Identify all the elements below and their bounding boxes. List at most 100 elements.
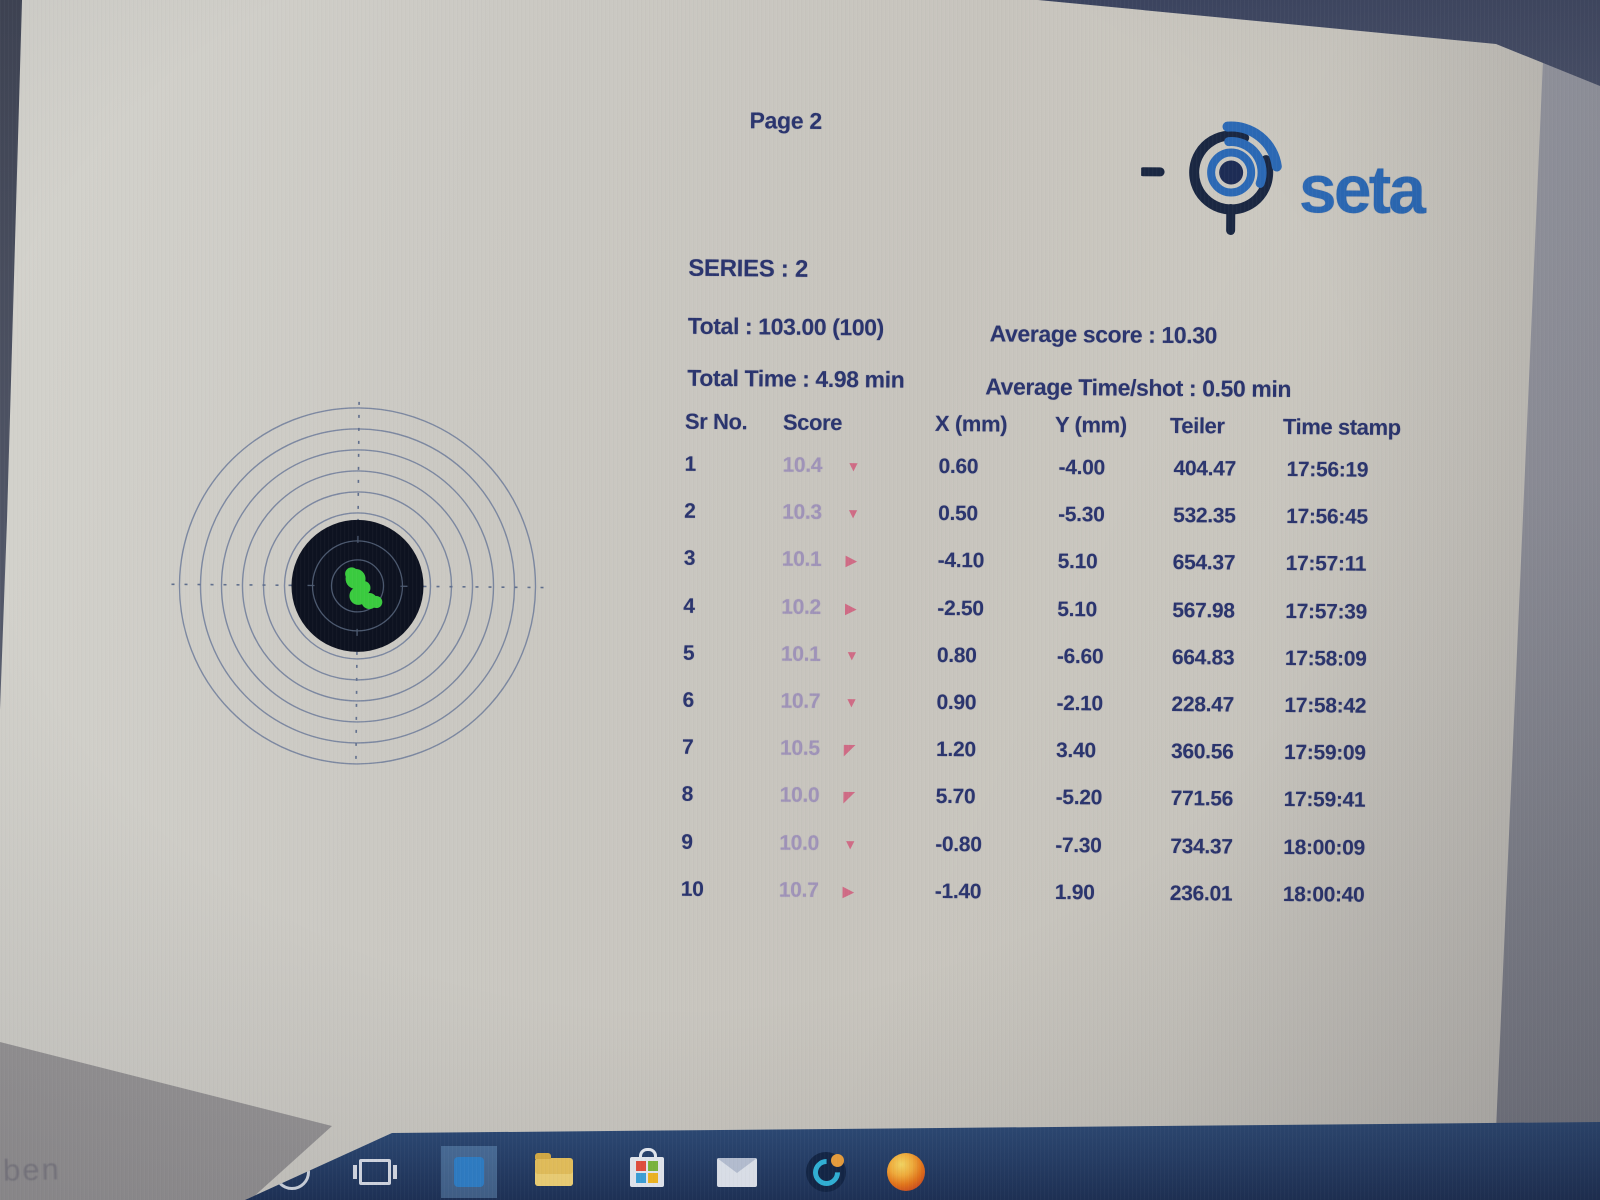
shot-direction-arrow-icon: ▶	[845, 600, 856, 617]
cell-score: 10.3	[782, 500, 822, 524]
task-view-icon	[353, 1159, 397, 1185]
firefox-icon	[887, 1153, 925, 1191]
store-grid-glyph	[636, 1161, 658, 1183]
header-spacer	[843, 410, 935, 437]
page-number-label: Page 2	[749, 107, 823, 134]
cell-y: -5.30	[1058, 503, 1105, 527]
cell-sr: 7	[682, 735, 694, 759]
microsoft-store-button[interactable]	[619, 1146, 675, 1198]
cell-score: 10.1	[781, 547, 822, 571]
cell-score: 10.2	[781, 595, 822, 619]
shot-direction-arrow-icon: ◤	[843, 788, 855, 805]
task-view-button[interactable]	[347, 1146, 403, 1198]
cell-time: 18:00:09	[1283, 835, 1366, 860]
microsoft-store-icon	[630, 1148, 664, 1187]
active-app-button[interactable]	[441, 1146, 497, 1198]
table-header: Sr No. Score X (mm) Y (mm) Teiler Time s…	[685, 409, 1431, 442]
cell-time: 17:56:19	[1286, 457, 1369, 482]
windows-taskbar	[245, 1122, 1600, 1200]
cell-y: 1.90	[1054, 880, 1095, 905]
cell-teiler: 404.47	[1173, 457, 1237, 481]
cell-y: 5.10	[1057, 550, 1098, 574]
mail-button[interactable]	[709, 1146, 765, 1198]
header-teiler: Teiler	[1169, 412, 1225, 439]
active-app-icon	[454, 1157, 484, 1187]
cell-time: 17:58:09	[1284, 646, 1367, 671]
shot-target-image	[171, 401, 544, 768]
shot-direction-arrow-icon: ▼	[846, 505, 860, 522]
shot-direction-arrow-icon: ▼	[844, 694, 859, 711]
cell-x: 0.60	[938, 454, 979, 479]
cell-sr: 5	[682, 641, 695, 665]
cell-sr: 4	[683, 594, 695, 618]
header-score: Score	[782, 409, 843, 436]
cell-score: 10.0	[779, 783, 820, 807]
cell-y: 3.40	[1055, 738, 1096, 763]
total-time: Total Time : 4.98 min	[687, 364, 905, 393]
cell-time: 17:58:42	[1284, 693, 1367, 718]
cell-y: -7.30	[1055, 833, 1102, 858]
circular-app-button[interactable]	[798, 1146, 854, 1198]
average-score: Average score : 10.30	[989, 320, 1218, 349]
average-time-per-shot: Average Time/shot : 0.50 min	[985, 373, 1292, 403]
cell-x: 1.20	[935, 737, 976, 762]
cell-teiler: 654.37	[1172, 551, 1236, 575]
shot-group	[345, 567, 383, 609]
shot-direction-arrow-icon: ▶	[842, 883, 854, 900]
cell-y: -6.60	[1056, 645, 1104, 669]
firefox-button[interactable]	[878, 1146, 934, 1198]
cell-score: 10.1	[780, 642, 821, 666]
cell-teiler: 532.35	[1173, 504, 1236, 528]
table-row: 8 10.0 ◤ 5.70 -5.20 771.56 17:59:41	[682, 783, 1428, 814]
cell-teiler: 236.01	[1169, 881, 1233, 906]
target-reticle-icon	[1140, 121, 1282, 236]
cell-sr: 10	[680, 877, 704, 901]
cell-time: 17:57:11	[1285, 551, 1367, 576]
cell-x: 5.70	[935, 784, 976, 809]
shot-direction-arrow-icon: ▼	[843, 836, 857, 853]
cell-y: 5.10	[1057, 598, 1098, 622]
series-label: SERIES : 2	[688, 254, 809, 283]
cell-time: 17:56:45	[1286, 504, 1368, 529]
cell-teiler: 228.47	[1171, 693, 1235, 717]
table-row: 5 10.1 ▼ 0.80 -6.60 664.83 17:58:09	[683, 642, 1429, 673]
cell-score: 10.7	[778, 878, 819, 902]
cell-x: 0.50	[938, 501, 978, 526]
table-row: 1 10.4 ▼ 0.60 -4.00 404.47 17:56:19	[684, 453, 1430, 484]
cell-sr: 8	[681, 782, 694, 806]
cell-y: -5.20	[1055, 785, 1103, 810]
cell-x: 0.90	[936, 690, 977, 715]
table-row: 2 10.3 ▼ 0.50 -5.30 532.35 17:56:45	[684, 500, 1430, 531]
shot-direction-arrow-icon: ▼	[844, 647, 859, 664]
total-score: Total : 103.00 (100)	[687, 312, 884, 341]
table-row: 7 10.5 ◤ 1.20 3.40 360.56 17:59:09	[682, 736, 1428, 767]
table-row: 10 10.7 ▶ -1.40 1.90 236.01 18:00:40	[681, 878, 1427, 909]
shot-direction-arrow-icon: ◤	[844, 741, 855, 758]
shot-direction-arrow-icon: ▼	[846, 458, 861, 475]
cell-time: 17:57:39	[1285, 599, 1368, 624]
header-sr-no: Sr No.	[684, 408, 748, 435]
seta-logo: seta	[1140, 121, 1428, 236]
cell-score: 10.4	[782, 453, 823, 477]
shot-direction-arrow-icon: ▶	[845, 552, 857, 569]
cell-x: -0.80	[935, 832, 982, 857]
cell-teiler: 360.56	[1170, 740, 1234, 764]
cell-x: 0.80	[936, 643, 977, 668]
cell-sr: 1	[684, 452, 697, 476]
cell-time: 17:59:41	[1283, 787, 1366, 812]
cell-teiler: 664.83	[1171, 646, 1235, 670]
logo-wordmark: seta	[1299, 151, 1428, 228]
bull-inner-rings	[307, 535, 408, 636]
table-row: 3 10.1 ▶ -4.10 5.10 654.37 17:57:11	[684, 547, 1430, 578]
circular-app-icon	[806, 1152, 846, 1192]
cell-x: -2.50	[937, 596, 984, 621]
cell-y: -2.10	[1056, 691, 1103, 716]
cell-sr: 2	[684, 499, 696, 523]
cell-teiler: 734.37	[1170, 834, 1233, 859]
file-explorer-button[interactable]	[526, 1146, 582, 1198]
table-row: 9 10.0 ▼ -0.80 -7.30 734.37 18:00:09	[681, 831, 1427, 862]
cell-time: 18:00:40	[1282, 882, 1365, 907]
header-time-stamp: Time stamp	[1282, 413, 1401, 440]
